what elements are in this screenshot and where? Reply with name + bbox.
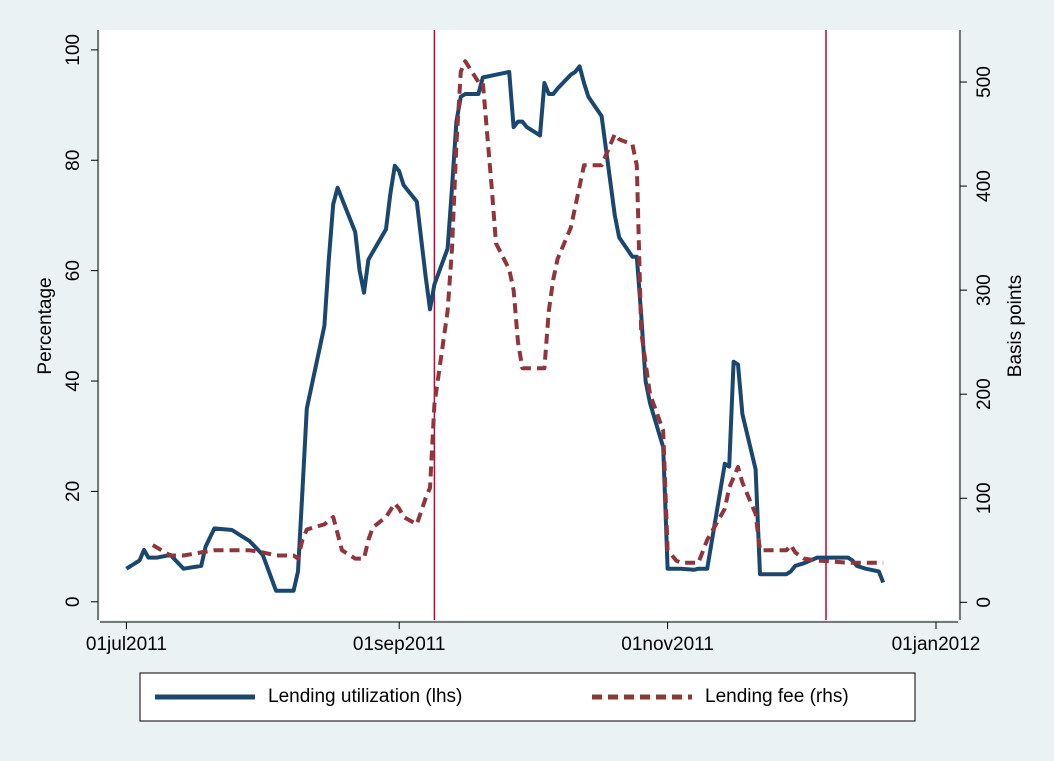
y2-tick-label: 500: [974, 66, 995, 98]
legend-label: Lending utilization (lhs): [268, 686, 462, 707]
x-tick-label: 01jul2011: [86, 634, 167, 655]
series-line: [151, 59, 884, 565]
y-axis-label: Percentage: [35, 277, 56, 374]
legend-label: Lending fee (rhs): [705, 686, 849, 707]
y2-axis-label: Basis points: [1005, 275, 1026, 377]
y-tick-label: 40: [63, 370, 84, 391]
y2-tick-label: 400: [974, 170, 995, 202]
y2-tick-label: 200: [974, 378, 995, 410]
x-tick-label: 01nov2011: [621, 634, 714, 655]
x-tick-label: 01jan2012: [892, 634, 981, 655]
legend: [139, 672, 916, 722]
y-tick-label: 100: [63, 34, 84, 66]
y2-tick-label: 0: [974, 597, 995, 608]
y-tick-label: 80: [63, 150, 84, 171]
y-tick-label: 0: [63, 596, 84, 607]
y2-tick-label: 100: [974, 482, 995, 514]
x-tick-label: 01sep2011: [353, 634, 446, 655]
y-tick-label: 60: [63, 260, 84, 281]
y2-tick-label: 300: [974, 274, 995, 306]
y-tick-label: 20: [63, 481, 84, 502]
